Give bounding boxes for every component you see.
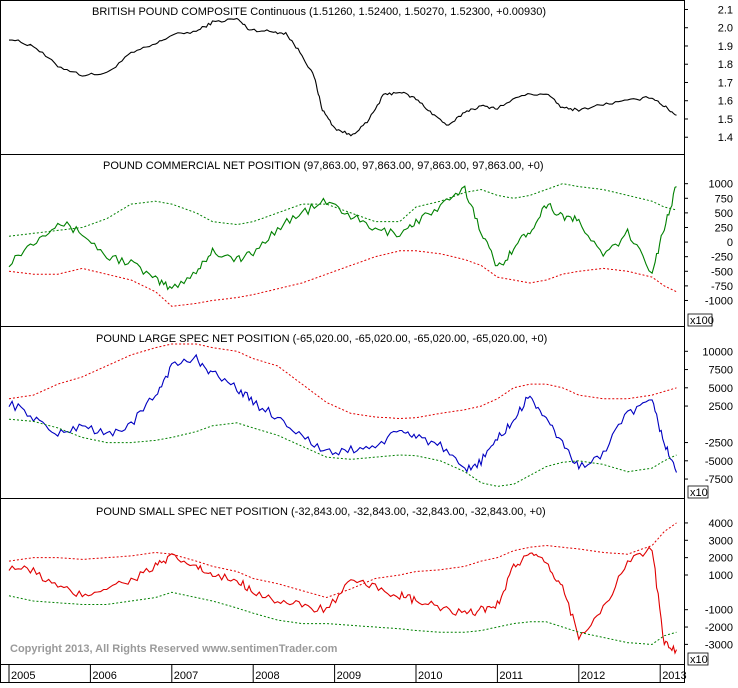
commercial-y-tick-label: -750 (711, 281, 733, 293)
large-spec-series-2 (8, 418, 677, 487)
commercial-series-2 (8, 250, 677, 307)
x-tick-label: 2010 (418, 670, 442, 682)
small-spec-y-tick-label: -1000 (705, 605, 733, 617)
x-tick-label: 2012 (581, 670, 605, 682)
commercial-y-tick-label: 250 (715, 222, 733, 234)
large-spec-y-tick-label: -5000 (705, 456, 733, 468)
x-tick-label: 2005 (11, 670, 35, 682)
chart-marks: 2.12.01.91.81.71.61.51.410007505002500-2… (8, 4, 733, 683)
small-spec-y-tick-label: 3000 (709, 535, 733, 547)
price-y-tick-label: 1.9 (718, 41, 733, 53)
commercial-series-1 (8, 183, 677, 237)
price-panel-title: BRITISH POUND COMPOSITE Continuous (1.51… (92, 6, 546, 18)
commercial-y-tick-label: -1000 (705, 295, 733, 307)
small-spec-y-tick-label: -3000 (705, 639, 733, 651)
commercial-scale-note: x100 (690, 315, 714, 327)
large-spec-series-0 (8, 353, 678, 474)
large-spec-y-tick-label: 5000 (709, 383, 733, 395)
x-tick-label: 2009 (337, 670, 361, 682)
large-spec-scale-note: x10 (690, 487, 708, 499)
commercial-y-tick-label: 0 (727, 237, 733, 249)
price-y-tick-label: 1.7 (718, 77, 733, 89)
price-y-tick-label: 1.5 (718, 114, 733, 126)
scale-notes: x100 x10 x10 (687, 313, 714, 666)
commercial-y-tick-label: 500 (715, 208, 733, 220)
x-tick-label: 2008 (255, 670, 279, 682)
price-y-tick-label: 1.6 (718, 96, 733, 108)
large-spec-y-tick-label: 7500 (709, 365, 733, 377)
small-spec-series-1 (8, 522, 677, 599)
x-tick-label: 2013 (662, 670, 686, 682)
panel-frames (0, 0, 685, 683)
price-y-tick-label: 1.8 (718, 59, 733, 71)
large-spec-series-1 (8, 343, 677, 420)
commercial-y-tick-label: 750 (715, 193, 733, 205)
small-spec-series-2 (8, 591, 677, 645)
x-tick-label: 2006 (92, 670, 116, 682)
small-spec-y-tick-label: -2000 (705, 622, 733, 634)
small-spec-series-0 (8, 546, 678, 655)
commercial-y-tick-label: 1000 (709, 179, 733, 191)
x-tick-label: 2011 (499, 670, 523, 682)
small-spec-y-tick-label: 4000 (709, 518, 733, 530)
large-spec-y-tick-label: 10000 (702, 346, 733, 358)
commercial-y-tick-label: -500 (711, 266, 733, 278)
large-spec-y-tick-label: -7500 (705, 474, 733, 486)
price-y-tick-label: 1.4 (718, 132, 733, 144)
small-spec-y-tick-label: 1000 (709, 570, 733, 582)
small-spec-y-tick-label: 2000 (709, 553, 733, 565)
large-spec-y-tick-label: -2500 (705, 438, 733, 450)
large-spec-panel-title: POUND LARGE SPEC NET POSITION (-65,020.0… (96, 333, 547, 345)
large-spec-y-tick-label: 2500 (709, 401, 733, 413)
commercial-series-0 (8, 185, 677, 291)
x-tick-label: 2007 (174, 670, 198, 682)
commercial-panel-title: POUND COMMERCIAL NET POSITION (97,863.00… (103, 160, 544, 172)
small-spec-panel-title: POUND SMALL SPEC NET POSITION (-32,843.0… (96, 506, 546, 518)
price-y-tick-label: 2.0 (718, 23, 733, 35)
commercial-y-tick-label: -250 (711, 252, 733, 264)
copyright-notice: Copyright 2013, All Rights Reserved www.… (10, 643, 338, 655)
small-spec-scale-note: x10 (690, 654, 708, 666)
price-y-tick-label: 2.1 (718, 4, 733, 16)
price-series-0 (9, 17, 677, 137)
